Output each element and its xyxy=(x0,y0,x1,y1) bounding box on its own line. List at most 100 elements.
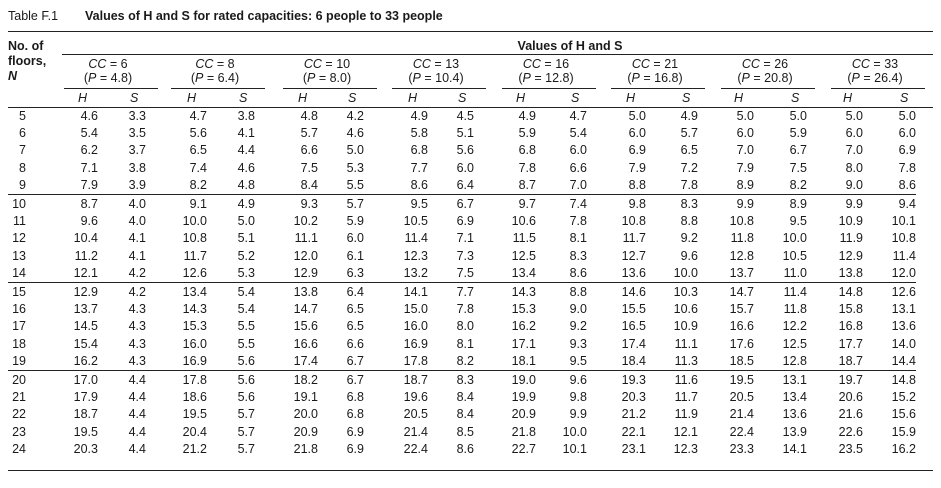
s-value-cell: 3.8 xyxy=(237,108,255,123)
s-value-cell: 6.8 xyxy=(346,407,364,422)
h-value-cell: 11.8 xyxy=(730,231,754,246)
s-value-cell: 13.1 xyxy=(891,301,916,316)
h-value-cell: 7.9 xyxy=(628,160,646,175)
h-value-cell: 10.8 xyxy=(621,214,646,229)
s-value-cell: 4.4 xyxy=(128,424,146,439)
h-value-cell: 15.5 xyxy=(621,301,646,316)
s-value-cell: 12.8 xyxy=(782,354,807,369)
s-value-cell: 9.0 xyxy=(569,301,587,316)
stub-header-line: floors, xyxy=(8,54,47,68)
h-value-cell: 19.1 xyxy=(293,389,318,404)
s-value-cell: 6.0 xyxy=(346,231,364,246)
s-value-cell: 4.6 xyxy=(346,126,364,141)
s-value-cell: 5.7 xyxy=(237,442,255,457)
s-value-cell: 5.2 xyxy=(237,248,255,263)
h-value-cell: 10.0 xyxy=(182,214,207,229)
s-value-cell: 4.4 xyxy=(237,143,255,158)
s-value-cell: 5.0 xyxy=(237,214,255,229)
h-subheader: H xyxy=(734,91,744,105)
spanner-rule xyxy=(62,54,933,55)
s-value-cell: 8.8 xyxy=(536,281,587,301)
s-value-cell: 12.1 xyxy=(673,424,698,439)
s-value-cell: 15.2 xyxy=(891,389,916,404)
h-value-cell: 18.1 xyxy=(511,354,536,369)
s-value-cell: 9.5 xyxy=(789,214,807,229)
s-value-cell: 5.4 xyxy=(207,281,255,301)
s-value-cell: 4.4 xyxy=(98,369,146,389)
group-rule xyxy=(64,88,158,89)
floors-cell: 5 xyxy=(19,108,26,123)
group-rule xyxy=(611,88,705,89)
table-row: 11 9.6 4.0 10.0 5.0 10.2 5.9 10.5 6.9 10.6 7.8 10.8… xyxy=(8,212,916,229)
h-value-cell: 13.7 xyxy=(729,266,754,281)
h-value-cell: 7.1 xyxy=(80,160,98,175)
s-value-cell: 5.9 xyxy=(789,126,807,141)
s-value-cell: 11.4 xyxy=(754,281,807,301)
s-value-cell: 4.9 xyxy=(680,108,698,123)
h-value-cell: 13.2 xyxy=(403,266,428,281)
s-value-cell: 6.0 xyxy=(569,143,587,158)
h-value-cell: 17.8 xyxy=(403,354,428,369)
s-value-cell: 7.8 xyxy=(898,160,916,175)
persons-label: (P = 16.8) xyxy=(627,71,683,85)
s-value-cell: 6.7 xyxy=(318,369,364,389)
s-value-cell: 8.1 xyxy=(569,231,587,246)
s-value-cell: 5.7 xyxy=(237,424,255,439)
column-group-header: CC = 33 (P = 26.4) xyxy=(823,57,927,85)
s-value-cell: 7.8 xyxy=(680,178,698,193)
h-value-cell: 8.7 xyxy=(518,178,536,193)
table-row: 16 13.7 4.3 14.3 5.4 14.7 6.5 15.0 7.8 15.3 9.0 15.… xyxy=(8,300,916,317)
h-value-cell: 8.0 xyxy=(845,160,863,175)
s-value-cell: 7.7 xyxy=(428,281,474,301)
h-value-cell: 4.9 xyxy=(410,108,428,123)
column-group-header: CC = 16 (P = 12.8) xyxy=(494,57,598,85)
h-value-cell: 10.6 xyxy=(511,214,536,229)
s-value-cell: 13.4 xyxy=(782,389,807,404)
floors-cell: 17 xyxy=(12,319,26,334)
table-row: 7 6.2 3.7 6.5 4.4 6.6 5.0 6.8 5.6 6.8 6.0 6.9 6.5 7.0… xyxy=(8,142,916,159)
s-value-cell: 7.1 xyxy=(456,231,474,246)
floors-cell: 16 xyxy=(12,301,26,316)
h-value-cell: 10.2 xyxy=(293,214,318,229)
s-subheader: S xyxy=(900,91,909,105)
s-value-cell: 8.8 xyxy=(680,214,698,229)
s-value-cell: 6.5 xyxy=(346,301,364,316)
s-value-cell: 4.1 xyxy=(128,248,146,263)
h-value-cell: 19.9 xyxy=(511,389,536,404)
s-value-cell: 10.1 xyxy=(891,214,916,229)
table-row: 10 8.7 4.0 9.1 4.9 9.3 5.7 9.5 6.7 9.7 7.4 9.8 8.3 9.… xyxy=(8,193,916,213)
s-value-cell: 4.4 xyxy=(128,442,146,457)
h-value-cell: 20.5 xyxy=(729,389,754,404)
s-value-cell: 7.8 xyxy=(569,214,587,229)
h-value-cell: 21.8 xyxy=(293,442,318,457)
h-value-cell: 5.7 xyxy=(300,126,318,141)
s-value-cell: 9.3 xyxy=(569,336,587,351)
h-value-cell: 14.3 xyxy=(474,281,536,301)
h-value-cell: 8.7 xyxy=(26,193,98,213)
h-value-cell: 6.8 xyxy=(410,143,428,158)
h-value-cell: 11.1 xyxy=(294,231,318,246)
s-value-cell: 9.4 xyxy=(863,193,916,213)
s-value-cell: 4.5 xyxy=(456,108,474,123)
h-value-cell: 12.9 xyxy=(293,266,318,281)
s-value-cell: 11.8 xyxy=(783,301,807,316)
s-subheader: S xyxy=(239,91,248,105)
floors-cell: 22 xyxy=(12,407,26,422)
s-value-cell: 13.6 xyxy=(891,319,916,334)
h-value-cell: 8.8 xyxy=(628,178,646,193)
h-value-cell: 19.6 xyxy=(403,389,428,404)
h-value-cell: 5.9 xyxy=(518,126,536,141)
s-value-cell: 12.5 xyxy=(782,336,807,351)
h-value-cell: 10.4 xyxy=(73,231,98,246)
s-value-cell: 16.2 xyxy=(891,442,916,457)
s-value-cell: 3.5 xyxy=(128,126,146,141)
floors-cell: 6 xyxy=(19,126,26,141)
s-value-cell: 4.9 xyxy=(207,193,255,213)
h-value-cell: 22.7 xyxy=(511,442,536,457)
s-value-cell: 4.2 xyxy=(346,108,364,123)
s-value-cell: 4.0 xyxy=(128,214,146,229)
h-value-cell: 9.0 xyxy=(845,178,863,193)
column-group-header: CC = 10 (P = 8.0) xyxy=(275,57,379,85)
s-value-cell: 4.6 xyxy=(237,160,255,175)
h-value-cell: 4.7 xyxy=(189,108,207,123)
